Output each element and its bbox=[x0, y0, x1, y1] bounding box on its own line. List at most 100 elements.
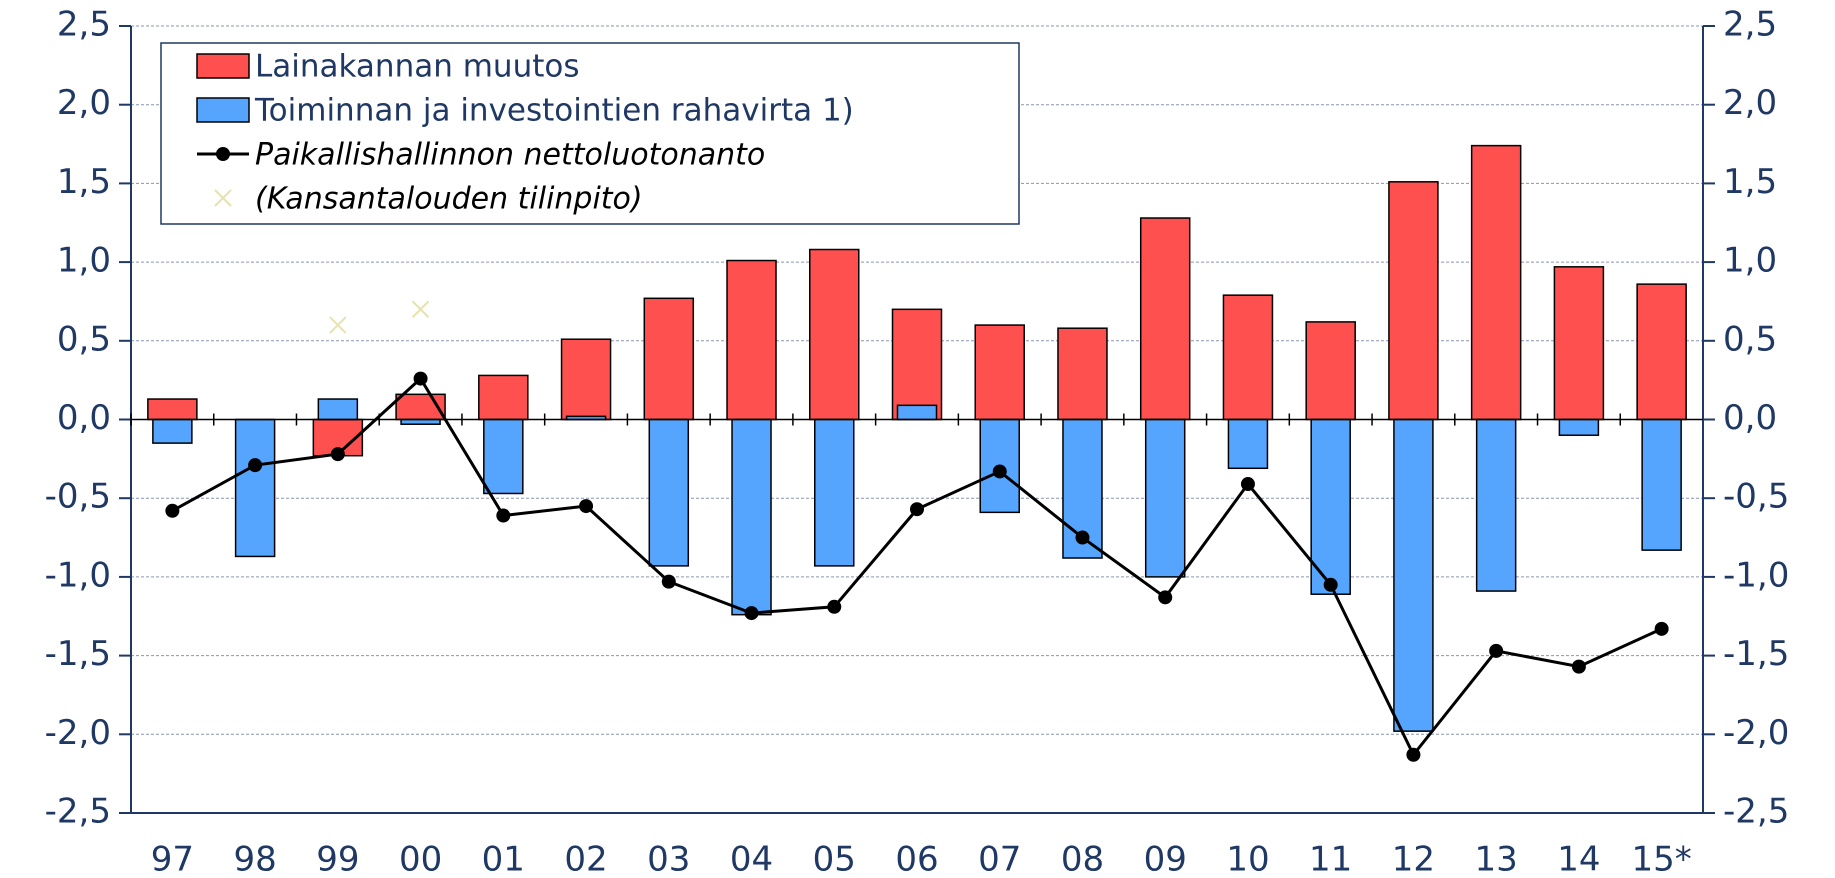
bar bbox=[1641, 418, 1682, 551]
x-tick-label: 15* bbox=[1631, 840, 1691, 878]
y-tick-label: -1,5 bbox=[45, 634, 111, 674]
x-tick-label: 10 bbox=[1226, 840, 1269, 878]
y2-tick-label: 1,5 bbox=[1723, 162, 1777, 202]
x-tick-label: 11 bbox=[1309, 840, 1352, 878]
bar bbox=[1144, 418, 1186, 578]
line-marker bbox=[827, 599, 842, 614]
lines bbox=[165, 300, 1669, 762]
line-marker bbox=[1323, 577, 1338, 592]
y2-tick-label: 2,0 bbox=[1723, 83, 1777, 123]
y2-tick-label: -1,5 bbox=[1723, 634, 1789, 674]
x-tick-label: 06 bbox=[895, 840, 938, 878]
line-marker bbox=[165, 503, 180, 518]
bar bbox=[560, 338, 612, 421]
y2-tick-label: -0,5 bbox=[1723, 477, 1789, 517]
legend-swatch bbox=[216, 147, 230, 161]
y-tick-label: 1,5 bbox=[57, 162, 111, 202]
line-marker bbox=[910, 502, 924, 517]
x-tick-label: 07 bbox=[978, 840, 1021, 878]
bar bbox=[1553, 266, 1605, 421]
x-tick-label: 97 bbox=[151, 840, 194, 878]
bar bbox=[1222, 294, 1274, 421]
line-marker bbox=[1158, 590, 1173, 605]
y-tick-label: -2,0 bbox=[45, 713, 111, 753]
bar bbox=[974, 324, 1025, 421]
y-tick-label: -1,0 bbox=[45, 555, 111, 595]
line-marker bbox=[992, 464, 1007, 479]
x-tick-label: 98 bbox=[233, 840, 276, 878]
axes: -2,5 -2,0 -1,5 -1,0 -0,5 0,0 0,5 1,0 1,5 2,0 2,5 -2… bbox=[45, 5, 1790, 878]
x-tick-label: 09 bbox=[1144, 840, 1187, 878]
bar bbox=[1388, 181, 1439, 421]
legend-label: Toiminnan ja investointien rahavirta 1) bbox=[254, 93, 854, 129]
line-marker bbox=[248, 458, 263, 473]
bar bbox=[1305, 321, 1356, 421]
line-marker bbox=[1654, 621, 1669, 636]
y2-tick-label: -2,0 bbox=[1723, 713, 1789, 753]
bar bbox=[643, 297, 695, 421]
bar bbox=[1139, 217, 1191, 421]
x-tick-label: 03 bbox=[647, 840, 690, 878]
x-tick-label: 00 bbox=[399, 840, 442, 878]
y2-tick-label: 2,5 bbox=[1723, 5, 1777, 45]
line-marker bbox=[1240, 477, 1255, 492]
x-tick-label: 14 bbox=[1557, 840, 1600, 878]
bar bbox=[891, 308, 943, 421]
legend: Lainakannan muutos Toiminnan ja investoin… bbox=[160, 42, 1020, 225]
line-marker bbox=[744, 606, 759, 621]
bar bbox=[1393, 418, 1434, 732]
x-marker bbox=[329, 316, 347, 334]
y-tick-label: 2,5 bbox=[57, 5, 111, 45]
y2-tick-label: 1,0 bbox=[1723, 241, 1777, 281]
legend-swatch bbox=[196, 97, 250, 123]
bar bbox=[731, 418, 772, 616]
x-tick-label: 01 bbox=[482, 840, 525, 878]
legend-label: (Kansantalouden tilinpito) bbox=[255, 182, 643, 217]
line-marker bbox=[1571, 659, 1586, 674]
y-tick-label: 1,0 bbox=[57, 241, 111, 281]
line bbox=[171, 376, 1663, 758]
x-tick-label: 08 bbox=[1061, 840, 1104, 878]
bar bbox=[478, 374, 529, 421]
bar bbox=[152, 418, 193, 444]
x-marker bbox=[411, 300, 430, 319]
legend-label: Lainakannan muutos bbox=[255, 49, 580, 85]
legend-box bbox=[160, 42, 1020, 225]
bar bbox=[1470, 144, 1522, 421]
bar bbox=[1636, 283, 1687, 421]
line-marker bbox=[579, 499, 594, 514]
bar bbox=[147, 398, 198, 421]
y2-tick-label: 0,0 bbox=[1723, 398, 1777, 438]
y-tick-label: -0,5 bbox=[45, 477, 111, 517]
y-tick-label: 0,0 bbox=[57, 398, 111, 438]
bar bbox=[1475, 418, 1517, 592]
legend-swatch bbox=[214, 189, 232, 207]
line-marker bbox=[1406, 747, 1421, 762]
bar bbox=[896, 404, 938, 421]
y-tick-label: 0,5 bbox=[57, 319, 111, 359]
bar bbox=[1558, 418, 1600, 436]
y-tick-label: -2,5 bbox=[45, 792, 111, 832]
bar bbox=[648, 418, 690, 567]
x-tick-label: 99 bbox=[316, 840, 359, 878]
bars bbox=[147, 144, 1687, 732]
line-marker bbox=[496, 508, 511, 523]
bar bbox=[1310, 418, 1351, 595]
bar bbox=[809, 248, 860, 421]
y-tick-label: 2,0 bbox=[57, 83, 111, 123]
legend-swatch bbox=[196, 53, 250, 79]
bar bbox=[726, 259, 777, 421]
bar bbox=[483, 418, 524, 495]
bar bbox=[317, 398, 359, 421]
x-tick-label: 12 bbox=[1392, 840, 1435, 878]
x-tick-label: 02 bbox=[564, 840, 607, 878]
x-tick-label: 05 bbox=[813, 840, 856, 878]
y2-tick-label: -1,0 bbox=[1723, 555, 1789, 595]
x-tick-label: 13 bbox=[1475, 840, 1518, 878]
line-marker bbox=[330, 447, 345, 462]
y2-tick-label: -2,5 bbox=[1723, 792, 1789, 832]
line-marker bbox=[661, 574, 676, 589]
bar bbox=[234, 418, 276, 558]
line-marker bbox=[1075, 530, 1090, 545]
